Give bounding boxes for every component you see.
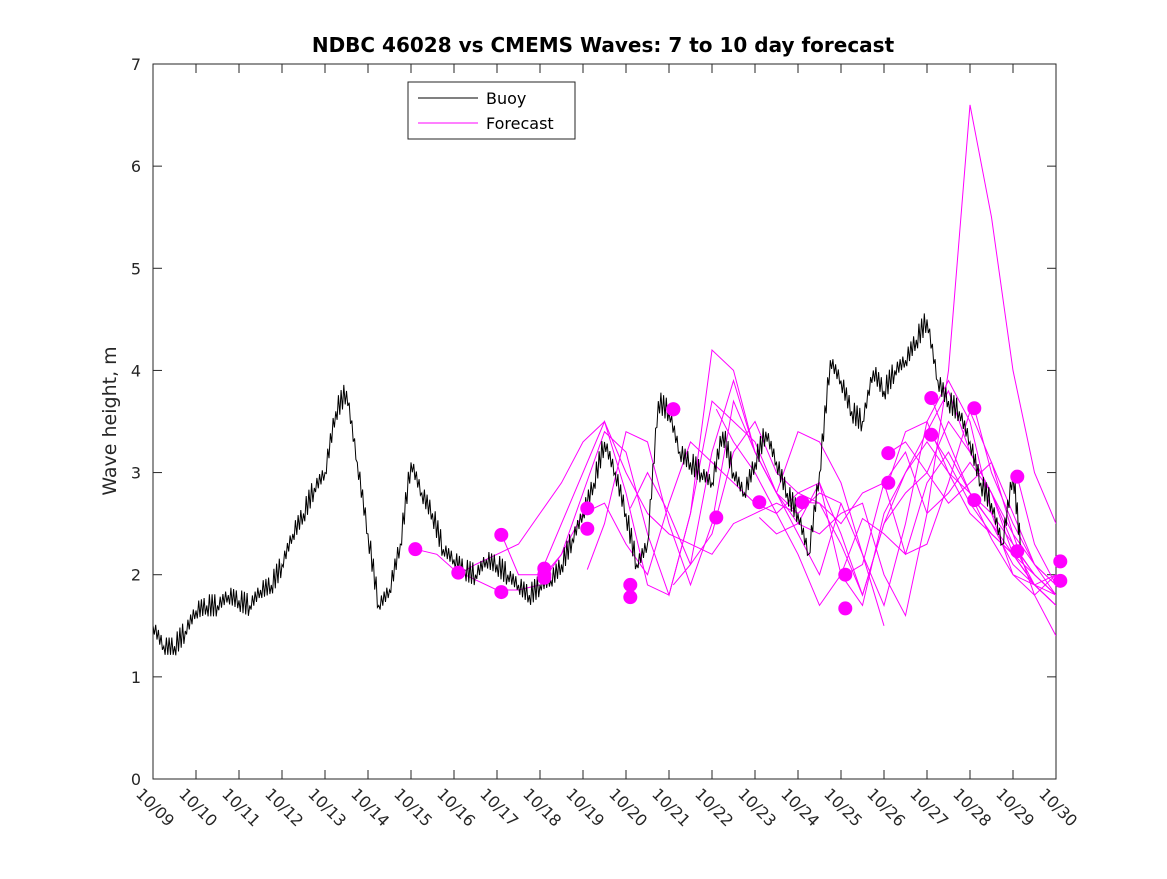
forecast-point-marker [623, 577, 638, 592]
y-axis-label: Wave height, m [99, 346, 121, 495]
forecast-point-marker [623, 590, 638, 605]
forecast-point-marker [709, 510, 724, 525]
forecast-point-marker [924, 427, 939, 442]
forecast-point-marker [494, 527, 509, 542]
forecast-series-line [845, 451, 1056, 606]
chart-title: NDBC 46028 vs CMEMS Waves: 7 to 10 day f… [312, 33, 895, 57]
y-tick-label: 1 [131, 668, 141, 687]
y-tick-label: 4 [131, 361, 141, 380]
forecast-point-marker [1053, 573, 1068, 588]
forecast-series-line [888, 441, 1056, 586]
forecast-series-line [1016, 476, 1056, 586]
y-tick-label: 2 [131, 566, 141, 585]
forecast-point-marker [838, 601, 853, 616]
legend-label-forecast: Forecast [486, 114, 554, 133]
forecast-point-marker [1010, 544, 1025, 559]
forecast-point-marker [666, 402, 681, 417]
y-tick-label: 6 [131, 157, 141, 176]
forecast-point-marker [580, 501, 595, 516]
y-tick-label: 5 [131, 259, 141, 278]
forecast-series-line [543, 348, 885, 626]
y-tick-label: 7 [131, 55, 141, 74]
forecast-point-marker [1010, 469, 1025, 484]
plot-area: 10/0910/1010/1110/1210/1310/1410/1510/16… [131, 55, 1081, 830]
forecast-series-line [973, 408, 1056, 586]
forecast-point-marker [967, 493, 982, 508]
y-tick-label: 0 [131, 770, 141, 789]
forecast-series-line [1016, 550, 1056, 596]
forecast-point-marker [752, 495, 767, 510]
forecast-point-marker [537, 570, 552, 585]
forecast-series-line [458, 420, 799, 576]
forecast-point-marker [881, 446, 896, 461]
forecast-point-marker [580, 521, 595, 536]
y-tick-label: 3 [131, 464, 141, 483]
forecast-point-marker [1053, 554, 1068, 569]
forecast-series-line [586, 104, 1056, 618]
forecast-point-marker [881, 475, 896, 490]
forecast-point-marker [451, 565, 466, 580]
legend-box [407, 81, 576, 140]
forecast-point-marker [967, 401, 982, 416]
forecast-point-marker [838, 567, 853, 582]
forecast-point-marker [408, 542, 423, 557]
forecast-point-marker [795, 495, 810, 510]
buoy-series-line [153, 313, 1022, 656]
forecast-point-marker [494, 585, 509, 600]
forecast-series-line [415, 441, 1056, 607]
forecast-point-marker [924, 391, 939, 406]
legend-label-buoy: Buoy [486, 89, 526, 108]
